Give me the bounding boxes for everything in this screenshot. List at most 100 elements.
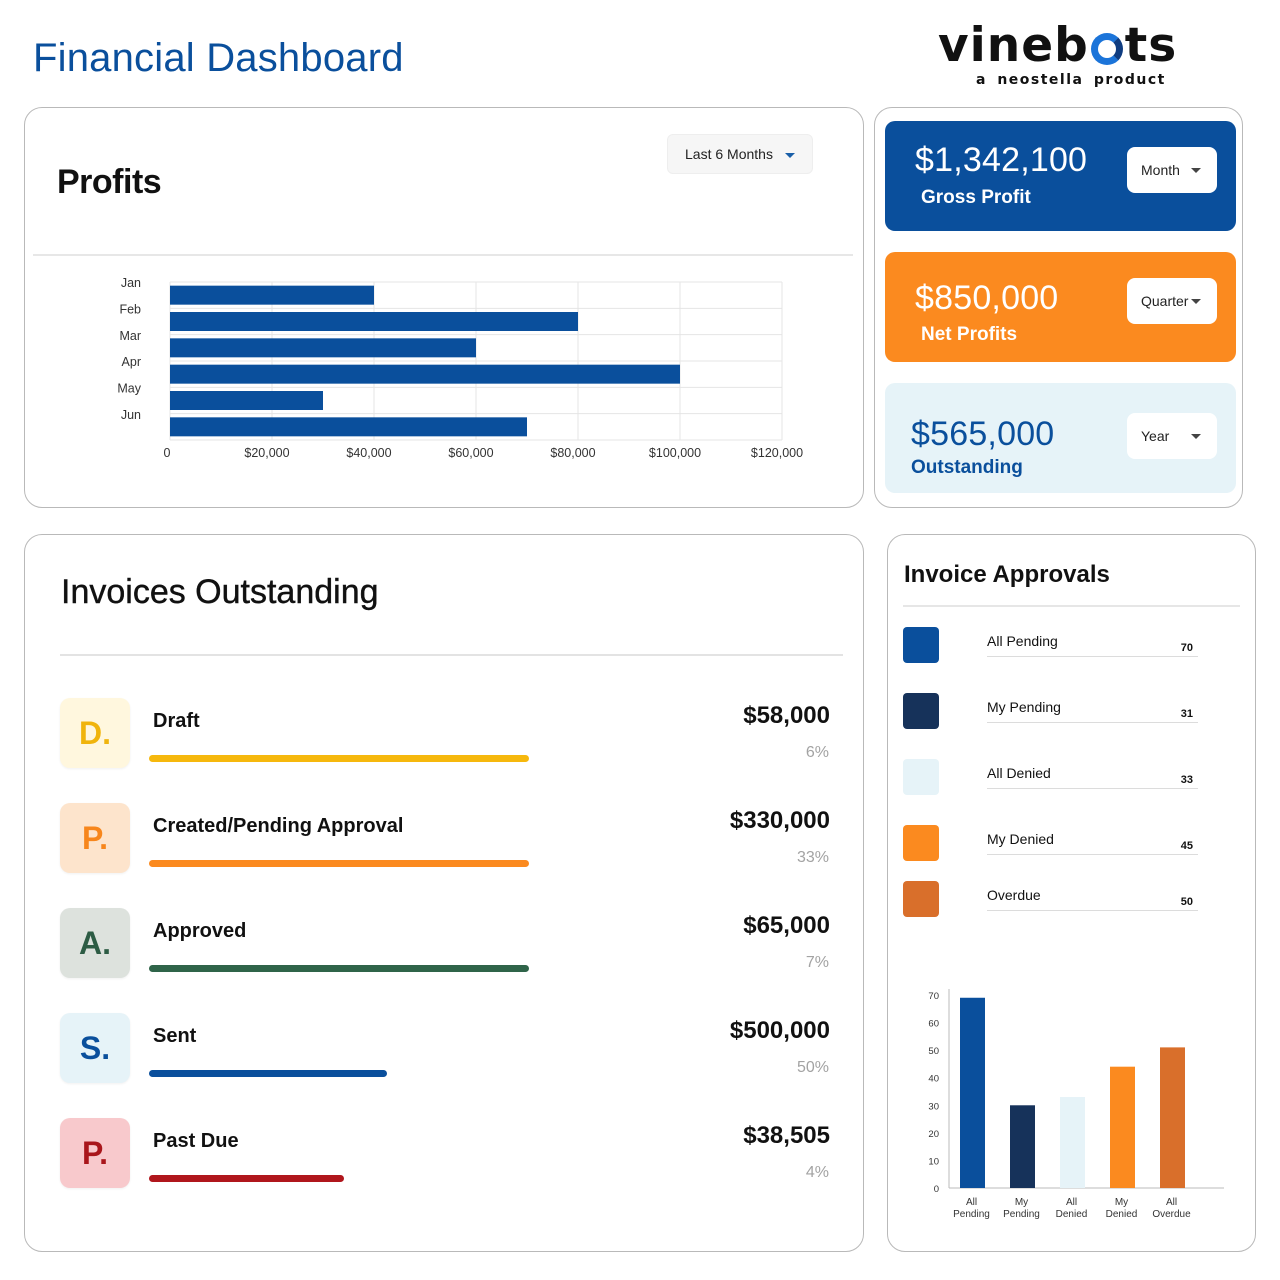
invoice-row-label: Past Due <box>153 1130 239 1152</box>
approval-item-overdue[interactable]: Overdue 50 <box>903 881 1213 921</box>
profits-period-value: Last 6 Months <box>685 146 773 162</box>
invoice-row-label: Created/Pending Approval <box>153 815 404 837</box>
approvals-divider <box>903 605 1240 607</box>
sent-badge: S. <box>60 1013 130 1083</box>
profits-bar-chart: 0 $20,000 $40,000 $60,000 $80,000 $100,000 $12… <box>117 276 803 460</box>
approval-label: Overdue <box>987 887 1041 903</box>
chevron-down-icon <box>1191 168 1201 173</box>
approval-item-my-denied[interactable]: My Denied 45 <box>903 825 1213 865</box>
invoice-progress-bar <box>149 965 529 972</box>
kpi-outstanding: $565,000 Outstanding Year <box>885 383 1236 493</box>
outstanding-value: $565,000 <box>911 415 1055 453</box>
y-tick-label: 70 <box>928 991 939 1002</box>
x-tick-label: My <box>1015 1197 1028 1208</box>
invoice-row-draft[interactable]: D. Draft $58,000 6% <box>60 698 840 768</box>
gross-profit-period-value: Month <box>1141 162 1180 178</box>
invoice-percent: 6% <box>805 744 829 761</box>
y-tick-label: Jun <box>121 408 141 422</box>
chevron-down-icon <box>1191 299 1201 304</box>
y-tick-label: 50 <box>928 1046 939 1057</box>
legend-swatch <box>903 881 939 917</box>
approval-underline <box>987 722 1198 723</box>
x-tick-label: Denied <box>1056 1209 1088 1220</box>
invoice-row-label: Draft <box>153 710 200 732</box>
x-tick-label: 0 <box>164 446 171 460</box>
approval-underline <box>987 854 1198 855</box>
chevron-down-icon <box>785 153 795 158</box>
profits-divider <box>33 254 853 256</box>
bar-jun <box>170 417 527 437</box>
gross-profit-period-select[interactable]: Month <box>1127 147 1217 193</box>
logo-word-prefix: vineb <box>938 18 1089 73</box>
profits-period-select[interactable]: Last 6 Months <box>667 134 813 174</box>
approval-item-all-denied[interactable]: All Denied 33 <box>903 759 1213 799</box>
net-profits-period-select[interactable]: Quarter <box>1127 278 1217 324</box>
bar-may <box>170 391 323 410</box>
approvals-bar-chart: 010203040506070AllPendingMyPendingAllDen… <box>928 989 1224 1220</box>
bar-jan <box>170 285 374 305</box>
approval-count: 33 <box>1180 774 1193 786</box>
invoice-approvals-card: Invoice Approvals All Pending 70 My Pend… <box>887 534 1256 1252</box>
invoice-progress-bar <box>149 1070 387 1077</box>
invoice-row-past-due[interactable]: P. Past Due $38,505 4% <box>60 1118 840 1188</box>
profits-title: Profits <box>57 163 162 201</box>
x-tick-label: $20,000 <box>244 446 289 460</box>
page-title: Financial Dashboard <box>33 36 404 80</box>
x-tick-label: $40,000 <box>346 446 391 460</box>
outstanding-label: Outstanding <box>911 457 1023 478</box>
x-tick-label: $60,000 <box>448 446 493 460</box>
x-tick-label: $80,000 <box>550 446 595 460</box>
outstanding-period-select[interactable]: Year <box>1127 413 1217 459</box>
approval-item-all-pending[interactable]: All Pending 70 <box>903 627 1213 667</box>
x-tick-label: All <box>966 1197 977 1208</box>
invoice-row-label: Approved <box>153 920 247 942</box>
legend-swatch <box>903 825 939 861</box>
invoice-amount: $330,000 <box>729 807 830 834</box>
pending-badge: P. <box>60 803 130 873</box>
x-tick-label: Denied <box>1106 1209 1138 1220</box>
invoice-row-pending-approval[interactable]: P. Created/Pending Approval $330,000 33% <box>60 803 840 873</box>
invoice-amount: $58,000 <box>743 702 830 729</box>
gross-profit-label: Gross Profit <box>921 187 1031 208</box>
approval-label: My Denied <box>987 831 1054 847</box>
x-tick-label: Pending <box>953 1209 990 1220</box>
legend-swatch <box>903 759 939 795</box>
bar-all-pending <box>960 997 985 1188</box>
y-tick-label: Jan <box>121 276 141 290</box>
invoices-title: Invoices Outstanding <box>61 573 379 611</box>
invoice-amount: $65,000 <box>743 912 830 939</box>
invoice-amount: $500,000 <box>729 1017 830 1044</box>
approval-underline <box>987 656 1198 657</box>
approval-item-my-pending[interactable]: My Pending 31 <box>903 693 1213 733</box>
bar-all-overdue <box>1160 1047 1185 1188</box>
logo-wordmark: vineb ts <box>938 18 1188 74</box>
approved-badge: A. <box>60 908 130 978</box>
draft-badge: D. <box>60 698 130 768</box>
approval-label: All Pending <box>987 633 1058 649</box>
invoice-percent: 4% <box>805 1164 829 1181</box>
y-tick-label: 60 <box>928 1019 939 1030</box>
past-due-badge: P. <box>60 1118 130 1188</box>
x-tick-label: My <box>1115 1197 1128 1208</box>
bar-mar <box>170 338 476 358</box>
logo-ring-icon <box>1090 33 1123 65</box>
y-tick-label: Apr <box>122 355 141 369</box>
y-tick-label: May <box>117 382 141 396</box>
x-tick-label: $120,000 <box>751 446 803 460</box>
y-tick-label: Feb <box>119 303 141 317</box>
invoice-row-approved[interactable]: A. Approved $65,000 7% <box>60 908 840 978</box>
invoice-row-sent[interactable]: S. Sent $500,000 50% <box>60 1013 840 1083</box>
y-tick-label: 40 <box>928 1074 939 1085</box>
invoice-percent: 7% <box>805 954 829 971</box>
legend-swatch <box>903 627 939 663</box>
y-tick-label: 20 <box>928 1129 939 1140</box>
x-tick-label: All <box>1166 1197 1177 1208</box>
profits-card: Profits Last 6 Months 0 $20,000 $40,000 $60… <box>24 107 864 508</box>
x-tick-label: $100,000 <box>649 446 701 460</box>
bar-my-pending <box>1010 1105 1035 1188</box>
invoice-progress-bar <box>149 1175 344 1182</box>
y-tick-label: 30 <box>928 1101 939 1112</box>
kpi-card: $1,342,100 Gross Profit Month $850,000 N… <box>874 107 1243 508</box>
invoice-percent: 50% <box>796 1059 829 1076</box>
invoice-progress-bar <box>149 755 529 762</box>
